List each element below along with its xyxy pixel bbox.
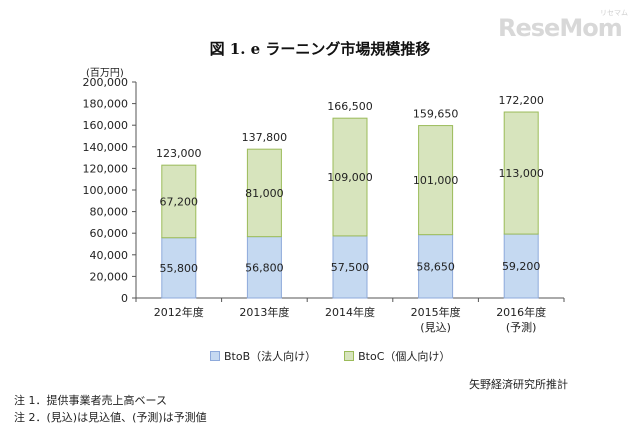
y-tick-label: 0	[121, 292, 128, 305]
bar-segment-btoc	[246, 148, 282, 238]
source-note: 矢野経済研究所推計	[469, 378, 568, 391]
chart-title: 図 1. e ラーニング市場規模推移	[209, 40, 431, 58]
data-label-total: 159,650	[413, 108, 459, 121]
data-label-btoc: 81,000	[245, 187, 284, 200]
x-tick-sublabel: (見込)	[420, 321, 451, 334]
footnote-1: 注 1．提供事業者売上高ベース	[14, 394, 167, 407]
x-tick-label: 2014年度	[325, 305, 375, 319]
bar-segment-btoc	[332, 117, 368, 237]
x-tick-sublabel: (予測)	[506, 320, 537, 334]
y-axis-unit: (百万円)	[86, 68, 124, 79]
y-tick-label: 60,000	[90, 227, 129, 240]
y-tick-label: 160,000	[83, 119, 129, 132]
data-label-btob: 59,200	[502, 260, 541, 273]
x-tick-label: 2016年度	[496, 305, 546, 319]
logo-ruby: リセマム	[600, 9, 628, 17]
legend-label-btob: BtoB（法人向け）	[224, 350, 317, 363]
bar-segment-btob	[161, 237, 197, 299]
resemom-logo: リセマム ReseMom	[498, 8, 632, 46]
y-tick-label: 200,000	[83, 76, 129, 89]
y-tick-label: 180,000	[83, 98, 129, 111]
data-label-total: 166,500	[327, 100, 373, 113]
legend-item-btob: BtoB（法人向け）	[210, 348, 316, 364]
data-label-btob: 56,800	[245, 261, 284, 274]
x-tick-label: 2013年度	[239, 305, 289, 319]
legend-item-btoc: BtoC（個人向け）	[344, 348, 450, 364]
bar-segment-btob	[332, 235, 368, 299]
y-tick-label: 80,000	[90, 206, 129, 219]
y-tick-label: 20,000	[90, 270, 129, 283]
data-label-btob: 55,800	[160, 262, 199, 275]
x-tick-label: 2012年度	[154, 305, 204, 319]
bar-segment-btoc	[418, 125, 454, 236]
data-label-btoc: 67,200	[160, 195, 199, 208]
bar-segment-btob	[418, 234, 454, 299]
x-tick-label: 2015年度	[411, 305, 461, 319]
legend-swatch-btoc	[344, 351, 355, 361]
logo-wordmark: ReseMom	[498, 14, 623, 42]
data-label-btoc: 109,000	[327, 171, 373, 184]
footnotes: 注 1．提供事業者売上高ベース 注 2．(見込)は見込値、(予測)は予測値	[14, 392, 207, 426]
bar-segment-btoc	[161, 164, 197, 239]
data-label-total: 123,000	[156, 147, 202, 160]
data-label-btob: 58,650	[416, 260, 455, 273]
footnote-2: 注 2．(見込)は見込値、(予測)は予測値	[14, 411, 207, 424]
data-label-total: 172,200	[498, 94, 544, 107]
legend-swatch-btob	[210, 351, 220, 361]
y-tick-label: 120,000	[83, 162, 129, 175]
chart-legend: BtoB（法人向け） BtoC（個人向け）	[210, 348, 450, 364]
data-label-btob: 57,500	[331, 261, 370, 274]
data-label-total: 137,800	[242, 131, 288, 144]
y-tick-label: 100,000	[83, 184, 129, 197]
bar-segment-btob	[246, 236, 282, 299]
bar-segment-btoc	[503, 111, 539, 235]
y-tick-label: 140,000	[83, 141, 129, 154]
data-label-btoc: 113,000	[498, 167, 544, 180]
data-label-btoc: 101,000	[413, 174, 459, 187]
legend-label-btoc: BtoC（個人向け）	[358, 350, 451, 363]
bar-segment-btob	[503, 233, 539, 299]
y-tick-label: 40,000	[90, 249, 129, 262]
